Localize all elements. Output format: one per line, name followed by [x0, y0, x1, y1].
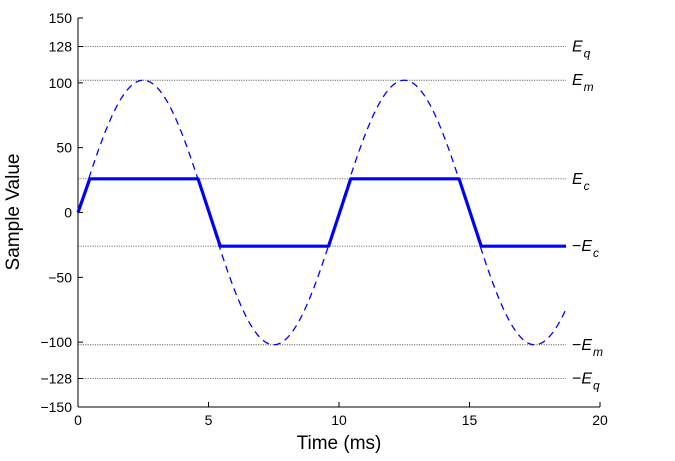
y-axis-label: Sample Value	[3, 154, 24, 271]
y-tick-label: 150	[49, 10, 73, 26]
reference-line-label: −Ec	[572, 238, 599, 260]
y-tick-label: 100	[49, 75, 73, 91]
y-tick-label: −150	[40, 399, 72, 415]
reference-line-label: Em	[572, 72, 594, 94]
reference-lines	[78, 46, 566, 379]
y-tick-label: 50	[56, 140, 72, 156]
x-axis-label: Time (ms)	[297, 433, 382, 454]
x-tick-label: 5	[205, 412, 213, 428]
reference-line-label: Eq	[572, 39, 591, 61]
y-tick-label: −100	[40, 334, 72, 350]
labels: EqEmEc−Ec−Em−Eq150128100500−50−100−128−1…	[40, 10, 608, 428]
series	[76, 79, 567, 346]
reference-line-label: −Eq	[572, 370, 600, 392]
clipped-wave-line	[76, 177, 567, 248]
x-tick-label: 15	[462, 412, 478, 428]
x-tick-label: 20	[592, 412, 608, 428]
sine-wave-line	[77, 79, 567, 346]
x-tick-label: 10	[331, 412, 347, 428]
reference-line-label: Ec	[572, 171, 590, 193]
reference-line-label: −Em	[572, 337, 603, 359]
y-tick-label: 128	[49, 39, 73, 55]
x-tick-label: 0	[74, 412, 82, 428]
ticks	[77, 17, 601, 408]
y-tick-label: −128	[40, 370, 72, 386]
y-tick-label: −50	[48, 269, 72, 285]
y-tick-label: 0	[64, 205, 72, 221]
